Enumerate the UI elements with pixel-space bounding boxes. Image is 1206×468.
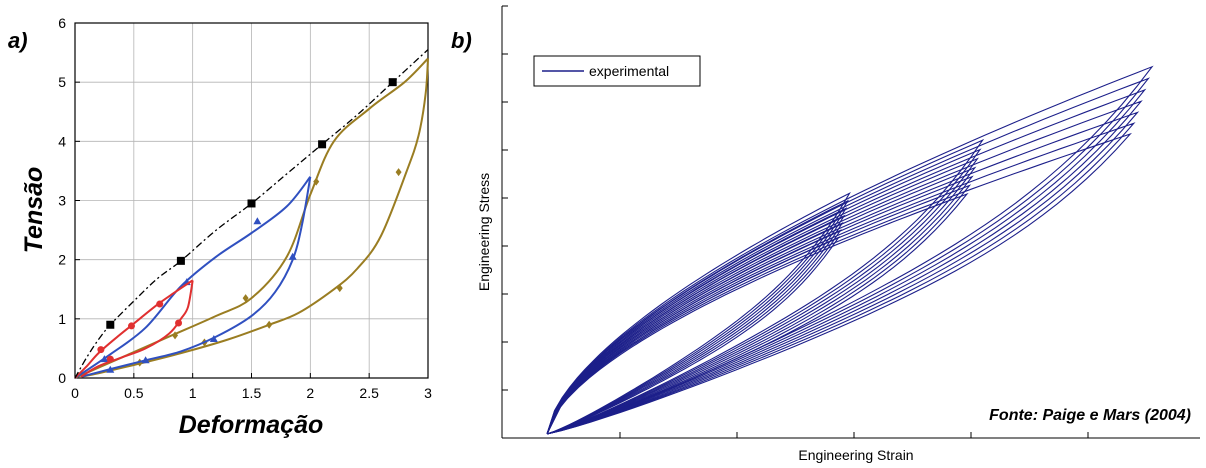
cycle_2-marker [253,217,262,225]
cycle_2-marker [288,252,297,260]
cycle_3-marker [336,284,343,293]
cycle_2-loading-curve [74,176,312,379]
envelope-marker [176,256,185,265]
y-tick-label: 4 [58,133,66,149]
experimental-loop [546,122,1136,435]
cycle_2-marker [100,355,109,363]
legend-label-experimental: experimental [589,63,669,79]
panel-b-y-axis-title: Engineering Stress [476,173,492,291]
experimental-loop [546,166,977,435]
y-tick-label: 5 [58,74,66,90]
cycle_3-marker [395,168,402,177]
cycle_1-marker [156,300,164,308]
envelope-marker [106,320,115,329]
cycle_1-marker [175,319,183,327]
cycle_3-marker [313,177,320,186]
envelope-marker [318,140,327,149]
panel-a-y-axis-title: Tensão [20,167,48,254]
panel-b-ticks [502,5,1089,438]
y-tick-label: 1 [58,311,66,327]
cycle_1-loading-curve [74,279,194,379]
envelope-marker [388,78,397,87]
panel-a-ticks: 0 0.5 1 1.5 2 2.5 3 0 1 2 3 4 5 6 [58,15,432,401]
experimental-loop [546,77,1151,435]
x-tick-label: 0 [71,385,79,401]
envelope-line [74,49,429,379]
experimental-loop [546,65,1154,435]
cycle_2-marker [209,334,218,342]
experimental-cycle-group [546,138,985,435]
y-tick-label: 0 [58,370,66,386]
y-tick-label: 3 [58,193,66,209]
experimental-loop [546,157,979,435]
cycle_1-marker [97,346,105,354]
x-tick-label: 1 [189,385,197,401]
experimental-loop [546,88,1147,435]
experimental-cycle-group [546,65,1154,435]
envelope-marker [247,199,256,208]
x-tick-label: 1.5 [242,385,262,401]
cycle_2-unloading-curve [80,176,312,378]
experimental-loop [546,132,1133,435]
experimental-loop [546,175,974,435]
cycle_1-marker [127,322,135,330]
cycle_1-marker [106,355,114,363]
cycle_3-marker [266,320,273,329]
x-tick-label: 2.5 [359,385,379,401]
x-tick-label: 2 [306,385,314,401]
panel-a-label: a) [8,28,28,53]
panel-b-chart: b) experimental Fonte: Paige e Mars (200… [451,5,1200,463]
panel-a-x-axis-title: Deformação [179,411,324,439]
y-tick-label: 2 [58,252,66,268]
experimental-loop [546,184,972,435]
series-cycle_1 [74,279,194,379]
x-tick-label: 3 [424,385,432,401]
source-note: Fonte: Paige e Mars (2004) [989,407,1191,424]
cycle_3-marker [242,294,249,303]
cycle_2-marker [141,356,150,364]
x-tick-label: 0.5 [124,385,144,401]
cycle_1-unloading-curve [80,280,194,378]
panel-a-series [74,49,429,379]
series-envelope [74,49,429,379]
experimental-loop [546,100,1143,435]
cycle_2-marker [106,365,115,373]
panel-b-legend: experimental [533,55,701,87]
experimental-loop [546,191,851,435]
panel-a-chart: a) 0 0.5 1 1.5 2 2.5 3 0 1 2 3 4 5 6 Deformação Tensã… [8,15,432,439]
experimental-loop [546,111,1140,435]
experimental-loop [546,138,985,435]
panel-b-x-axis-title: Engineering Strain [798,447,913,463]
cycle_3-marker [172,331,179,340]
panel-b-label: b) [451,28,472,53]
panel-b-series [546,65,1154,435]
y-tick-label: 6 [58,15,66,31]
experimental-loop [546,148,982,435]
